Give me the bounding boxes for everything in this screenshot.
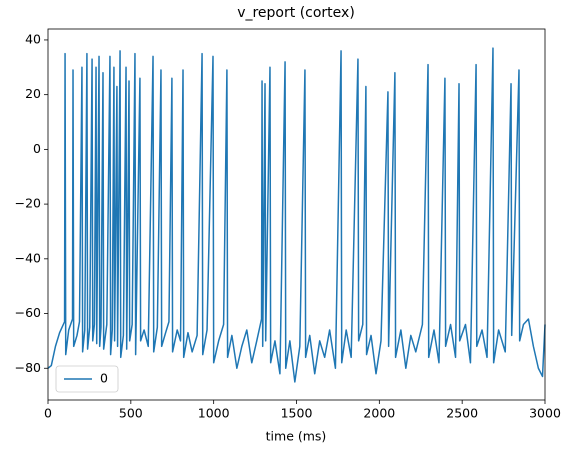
x-axis-label: time (ms)	[266, 429, 327, 444]
y-tick-label: 40	[25, 31, 41, 46]
y-tick-label: 20	[25, 86, 41, 101]
y-tick-label: −20	[15, 196, 41, 211]
y-tick-label: 0	[33, 141, 41, 156]
x-tick-label: 2000	[363, 406, 395, 421]
x-tick-label: 2500	[446, 406, 478, 421]
x-tick-label: 1000	[198, 406, 230, 421]
x-tick-label: 3000	[529, 406, 561, 421]
y-tick-label: −80	[15, 360, 41, 375]
legend-label: 0	[100, 371, 108, 386]
plot-frame	[47, 28, 546, 401]
x-tick-label: 500	[119, 406, 143, 421]
line-series	[47, 47, 546, 383]
x-tick-label: 1500	[281, 406, 313, 421]
y-tick-label: −40	[15, 250, 41, 265]
x-tick-label: 0	[44, 406, 52, 421]
chart-title: v_report (cortex)	[237, 5, 355, 21]
y-tick-label: −60	[15, 305, 41, 320]
